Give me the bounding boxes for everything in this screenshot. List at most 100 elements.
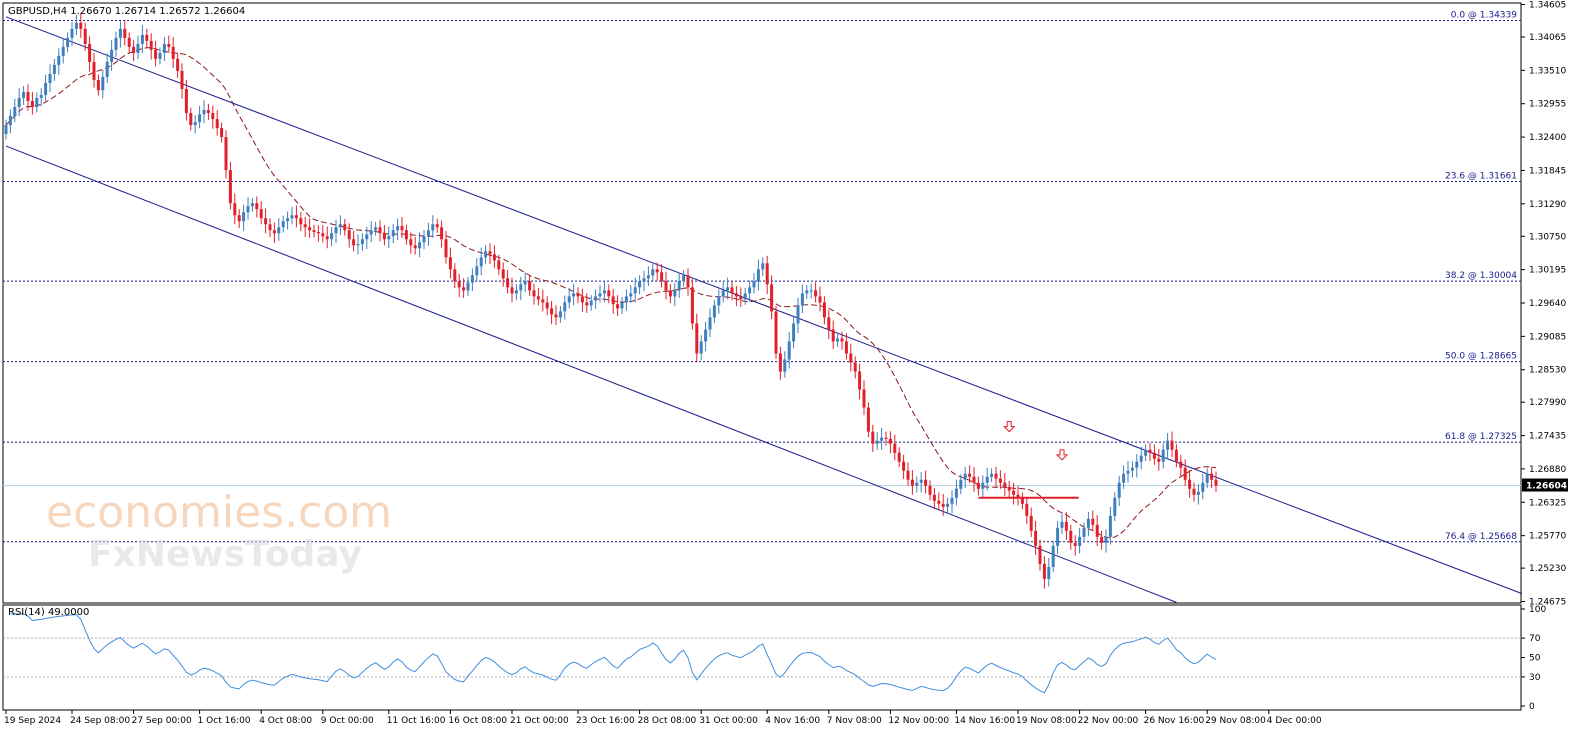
candle-body [739,296,743,300]
symbol-header: GBPUSD,H4 1.26670 1.26714 1.26572 1.2660… [8,6,245,17]
candle-body [646,275,650,279]
fib-level-label: 0.0 @ 1.34339 [1451,10,1518,20]
moving-average-line [5,47,1217,539]
candle-body [378,227,382,234]
candle-body [1078,536,1082,546]
candle-body [418,242,422,249]
candle-body [475,266,479,276]
candle-body [730,287,734,294]
candle-body [523,281,527,285]
candle-body [976,482,980,489]
candle-body [858,371,862,390]
candle-body [492,254,496,261]
candle-body [950,497,954,504]
candle-body [721,290,725,297]
candle-body [52,64,56,74]
candle-body [457,281,461,288]
candle-body [1042,563,1046,579]
candle-body [985,476,989,483]
candle-body [937,500,941,504]
time-axis: 19 Sep 2024 24 Sep 08:00 27 Sep 00:00 1 Oct… [4,710,1322,726]
channel-lower-line [5,145,1177,603]
candle-body [673,290,677,297]
candle-body [114,37,118,50]
rsi-line [10,613,1217,694]
candle-body [466,282,470,291]
price-tick-label: 1.30195 [1529,266,1566,276]
candle-body [726,287,730,291]
watermark-fxnewstoday: FxNewsToday [88,534,362,575]
candle-body [1016,494,1020,498]
candle-body [277,227,281,234]
price-tick-label: 1.33510 [1529,66,1566,76]
time-tick-label: 31 Oct 00:00 [699,716,758,726]
candle-body [92,61,96,80]
candle-body [1056,527,1060,546]
candle-body [602,290,606,294]
candle-body [708,317,712,330]
candle-body [699,341,703,354]
candle-body [928,485,932,495]
candle-body [884,437,888,439]
price-tick-label: 1.28530 [1529,366,1566,376]
candle-body [924,479,928,486]
candle-body [39,94,43,98]
candle-body [1051,545,1055,567]
candle-body [585,302,589,306]
candle-body [532,290,536,297]
price-tick-label: 1.30750 [1529,232,1566,242]
candle-body [770,284,774,312]
candle-body [787,341,791,360]
fib-level-label: 76.4 @ 1.25668 [1445,532,1517,542]
candle-body [849,353,853,363]
candle-body [1064,521,1068,531]
candle-body [800,293,804,306]
candle-body [1148,449,1152,453]
candle-body [624,296,628,303]
candle-body [1192,488,1196,495]
candle-body [1025,503,1029,516]
candle-body [954,488,958,498]
candle-body [250,203,254,207]
candle-body [369,230,373,235]
candle-body [1135,461,1139,468]
time-tick-label: 9 Oct 00:00 [321,716,374,726]
candle-body [888,438,892,444]
candle-body [374,227,378,231]
price-tick-label: 1.25230 [1529,564,1566,574]
candle-body [202,110,206,115]
price-tick-label: 1.27435 [1529,432,1566,442]
candle-body [101,76,105,91]
candle-body [1126,470,1130,474]
candle-body [554,314,558,318]
candlesticks [4,13,1218,589]
time-tick-label: 16 Oct 08:00 [448,716,507,726]
candle-body [932,494,936,501]
candle-body [290,215,294,219]
candle-body [616,304,620,309]
rsi-axis: 100 70 50 30 0 [1521,605,1546,712]
candle-body [26,91,30,101]
candle-body [796,305,800,324]
time-tick-label: 27 Sep 00:00 [132,716,192,726]
candle-body [642,278,646,282]
time-tick-label: 26 Nov 16:00 [1144,716,1205,726]
candle-body [391,230,395,237]
candle-body [303,224,307,228]
candle-body [299,218,303,225]
candle-body [607,290,611,297]
candle-body [959,479,963,489]
candle-body [1003,482,1007,487]
candle-body [347,230,351,240]
candle-body [690,287,694,324]
candle-body [704,329,708,342]
candle-body [963,473,967,480]
candle-body [294,215,298,219]
candle-body [563,302,567,312]
candle-body [13,107,17,117]
candle-body [308,227,312,231]
time-tick-label: 19 Nov 08:00 [1016,716,1077,726]
candle-body [862,389,866,408]
candle-body [180,70,184,89]
